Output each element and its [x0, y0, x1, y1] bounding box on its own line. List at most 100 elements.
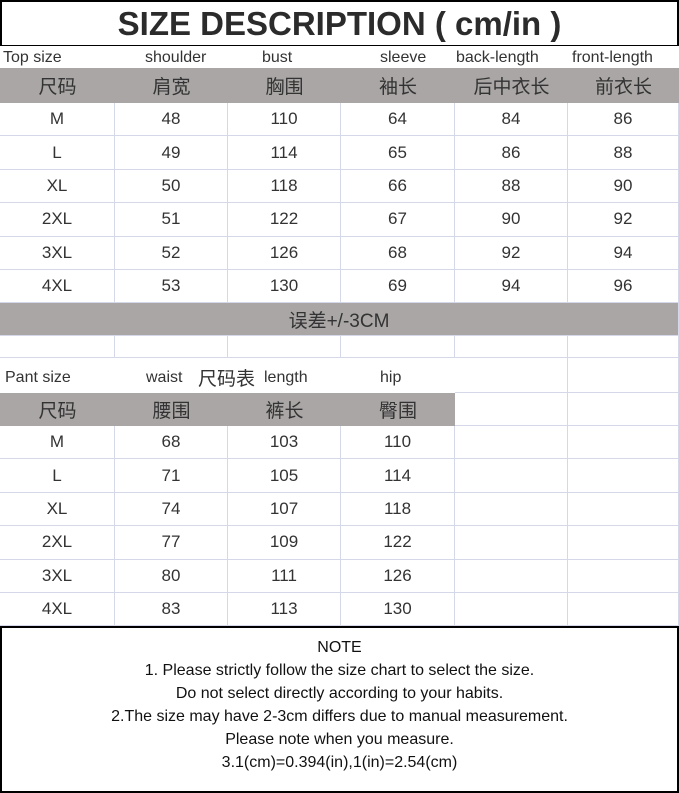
blank-cell: [455, 459, 568, 493]
blank-cell: [568, 358, 679, 393]
blank-cell: [568, 492, 679, 527]
value-cell: 92: [455, 236, 568, 270]
size-cell: M: [0, 103, 115, 137]
value-cell: 92: [568, 203, 679, 237]
column-label: front-length: [572, 48, 653, 66]
column-header: 裤长: [228, 393, 341, 426]
value-cell: 107: [228, 492, 341, 527]
size-cell: M: [0, 426, 115, 460]
value-cell: 52: [115, 236, 228, 270]
value-cell: 94: [455, 270, 568, 304]
blank-cell: [455, 593, 568, 627]
blank-cell: [455, 393, 568, 426]
column-label: shoulder: [145, 48, 207, 66]
column-header: 胸围: [228, 68, 341, 103]
value-cell: 118: [228, 169, 341, 204]
column-label: waist: [146, 368, 183, 386]
value-cell: 83: [115, 593, 228, 627]
blank-cell: [455, 526, 568, 560]
value-cell: 88: [568, 136, 679, 170]
value-cell: 90: [568, 169, 679, 204]
value-cell: 67: [341, 203, 455, 237]
column-header: 后中衣长: [455, 68, 568, 103]
value-cell: 126: [228, 236, 341, 270]
column-header: 尺码: [0, 68, 115, 103]
blank-cell: [455, 492, 568, 527]
value-cell: 111: [228, 559, 341, 593]
column-label: hip: [380, 368, 402, 386]
value-cell: 53: [115, 270, 228, 304]
blank-cell: [455, 559, 568, 593]
blank-cell: [568, 593, 679, 627]
value-cell: 86: [455, 136, 568, 170]
value-cell: 94: [568, 236, 679, 270]
note-line: 2.The size may have 2-3cm differs due to…: [111, 708, 568, 725]
column-header: 腰围: [115, 393, 228, 426]
value-cell: 110: [341, 426, 455, 460]
column-label: 尺码表: [198, 369, 256, 390]
value-cell: 114: [341, 459, 455, 493]
value-cell: 88: [455, 169, 568, 204]
value-cell: 130: [228, 270, 341, 304]
value-cell: 66: [341, 169, 455, 204]
size-cell: 3XL: [0, 236, 115, 270]
column-label: sleeve: [380, 48, 427, 66]
value-cell: 126: [341, 559, 455, 593]
value-cell: 71: [115, 459, 228, 493]
value-cell: 122: [228, 203, 341, 237]
value-cell: 65: [341, 136, 455, 170]
value-cell: 49: [115, 136, 228, 170]
note-line: Please note when you measure.: [225, 731, 454, 748]
blank-cell: [0, 336, 115, 358]
size-cell: L: [0, 136, 115, 170]
page-title: SIZE DESCRIPTION ( cm/in ): [0, 0, 679, 46]
size-cell: XL: [0, 169, 115, 204]
value-cell: 114: [228, 136, 341, 170]
column-header: 尺码: [0, 393, 115, 426]
value-cell: 64: [341, 103, 455, 137]
blank-cell: [455, 358, 568, 393]
size-cell: 4XL: [0, 593, 115, 627]
blank-cell: [228, 336, 341, 358]
size-cell: XL: [0, 492, 115, 527]
value-cell: 103: [228, 426, 341, 460]
value-cell: 69: [341, 270, 455, 304]
note-heading: NOTE: [317, 639, 362, 656]
value-cell: 109: [228, 526, 341, 560]
value-cell: 96: [568, 270, 679, 304]
blank-cell: [568, 393, 679, 426]
blank-cell: [341, 336, 455, 358]
note-line: 1. Please strictly follow the size chart…: [144, 662, 535, 679]
blank-cell: [568, 426, 679, 460]
value-cell: 50: [115, 169, 228, 204]
value-cell: 113: [228, 593, 341, 627]
value-cell: 105: [228, 459, 341, 493]
blank-cell: [455, 426, 568, 460]
value-cell: 68: [115, 426, 228, 460]
size-cell: 4XL: [0, 270, 115, 304]
value-cell: 118: [341, 492, 455, 527]
column-header: 袖长: [341, 68, 455, 103]
value-cell: 130: [341, 593, 455, 627]
note-section: NOTE 1. Please strictly follow the size …: [0, 626, 679, 793]
column-header: 肩宽: [115, 68, 228, 103]
column-label: length: [264, 368, 308, 386]
column-header: 臀围: [341, 393, 455, 426]
value-cell: 51: [115, 203, 228, 237]
value-cell: 86: [568, 103, 679, 137]
value-cell: 74: [115, 492, 228, 527]
blank-cell: [568, 336, 679, 358]
value-cell: 90: [455, 203, 568, 237]
size-cell: L: [0, 459, 115, 493]
value-cell: 80: [115, 559, 228, 593]
blank-cell: [568, 526, 679, 560]
blank-cell: [455, 336, 568, 358]
blank-cell: [115, 336, 228, 358]
value-cell: 110: [228, 103, 341, 137]
tolerance-row: 误差+/-3CM: [0, 303, 679, 336]
column-label: back-length: [456, 48, 539, 66]
column-header: 前衣长: [568, 68, 679, 103]
column-label: bust: [262, 48, 293, 66]
value-cell: 68: [341, 236, 455, 270]
size-cell: 2XL: [0, 203, 115, 237]
